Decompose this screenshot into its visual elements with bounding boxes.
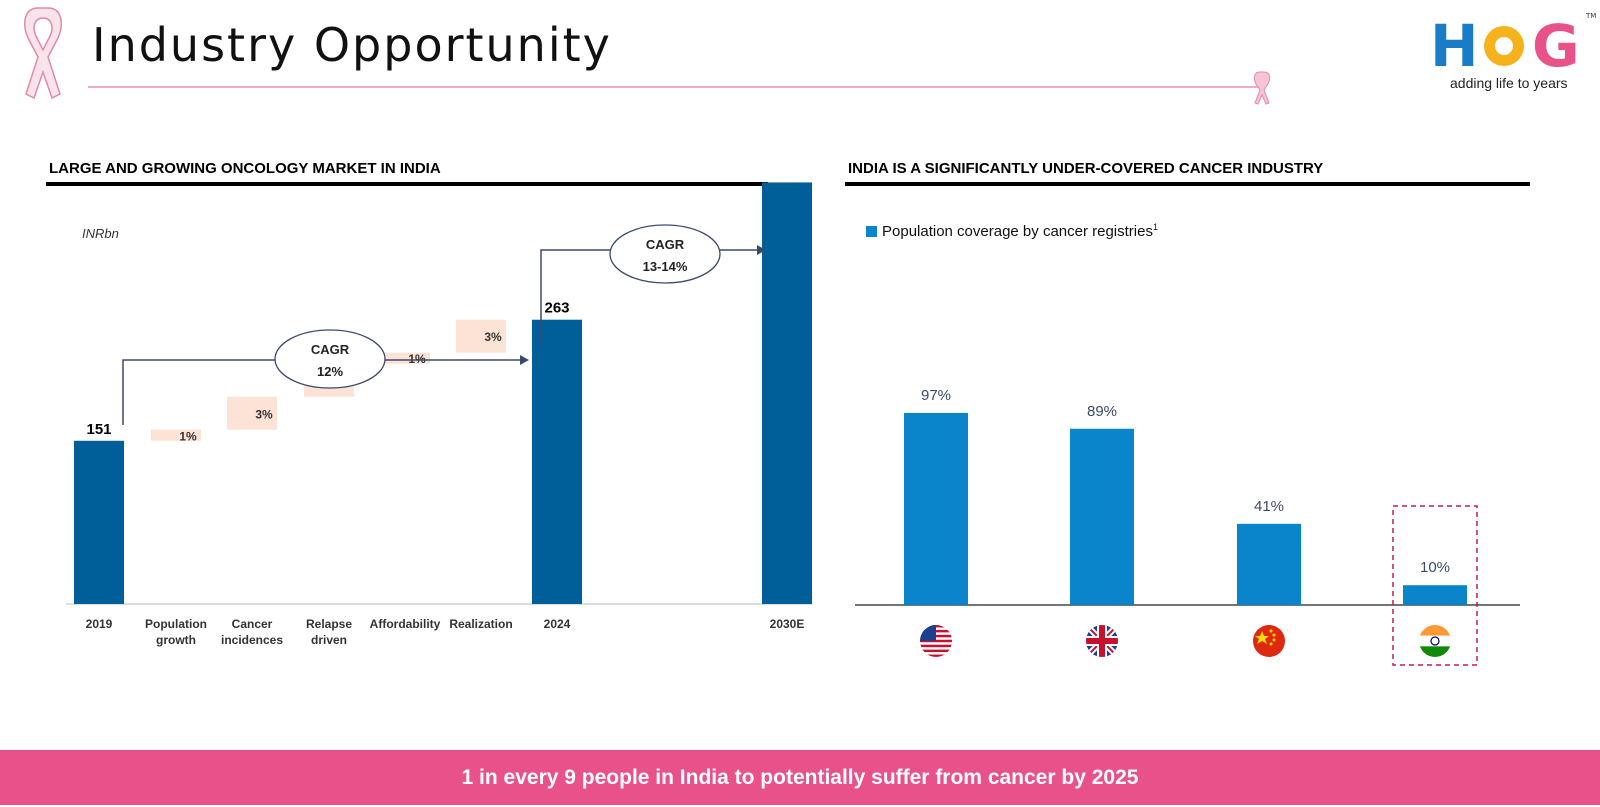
small-ribbon-icon bbox=[1253, 71, 1271, 105]
x-tick-label: 2030E bbox=[770, 617, 805, 631]
india-highlight-box bbox=[1392, 505, 1478, 666]
cagr-label: CAGR bbox=[311, 342, 350, 357]
unit-label: INRbn bbox=[82, 226, 119, 241]
step-value-label: 1% bbox=[408, 352, 426, 366]
title-divider bbox=[88, 86, 1258, 88]
step-bar bbox=[380, 352, 430, 364]
cagr-bubble bbox=[274, 329, 386, 389]
uk-flag-icon bbox=[1086, 625, 1118, 657]
india-flag-icon bbox=[1419, 625, 1451, 657]
cagr-arrowhead bbox=[757, 245, 766, 255]
left-section-heading: LARGE AND GROWING ONCOLOGY MARKET IN IND… bbox=[49, 160, 441, 177]
coverage-value-label: 97% bbox=[921, 387, 951, 404]
svg-text:H: H bbox=[1430, 12, 1479, 80]
x-tick-label: Population growth bbox=[145, 617, 207, 647]
coverage-bar bbox=[1237, 523, 1301, 605]
x-tick-label: Affordability bbox=[370, 617, 441, 631]
coverage-value-label: 89% bbox=[1087, 403, 1117, 420]
right-section-rule bbox=[845, 182, 1530, 186]
coverage-bar bbox=[1070, 428, 1134, 605]
coverage-value-label: 10% bbox=[1420, 559, 1450, 576]
logo-tagline: adding life to years bbox=[1450, 75, 1568, 91]
coverage-bar bbox=[904, 412, 968, 605]
cagr-value: 13-14% bbox=[643, 259, 688, 274]
svg-text:G: G bbox=[1532, 12, 1580, 80]
total-bar bbox=[532, 319, 582, 604]
cagr-label: CAGR bbox=[646, 237, 685, 252]
x-tick-label: Cancer incidences bbox=[221, 617, 283, 647]
left-section-rule bbox=[46, 182, 768, 186]
right-section-heading: INDIA IS A SIGNIFICANTLY UNDER-COVERED C… bbox=[848, 160, 1324, 177]
svg-text:TM: TM bbox=[1585, 12, 1596, 20]
cagr-bubble bbox=[609, 224, 721, 284]
step-bar bbox=[456, 319, 506, 353]
cagr-arrowhead bbox=[520, 355, 529, 365]
x-tick-label: Realization bbox=[449, 617, 512, 631]
x-tick-label: 2019 bbox=[86, 617, 113, 631]
legend-text: Population coverage by cancer registries bbox=[882, 223, 1153, 240]
step-value-label: 1% bbox=[179, 429, 197, 443]
ribbon-icon bbox=[24, 7, 62, 100]
china-flag-icon bbox=[1253, 625, 1285, 657]
legend-swatch bbox=[866, 226, 877, 237]
hcg-logo: H G TM bbox=[1430, 12, 1596, 80]
legend-footnote: 1 bbox=[1152, 222, 1158, 232]
step-bar bbox=[151, 429, 201, 441]
page-title: Industry Opportunity bbox=[92, 18, 612, 72]
step-value-label: 3% bbox=[484, 330, 502, 344]
coverage-bar bbox=[1403, 585, 1467, 605]
x-tick-label: 2024 bbox=[544, 617, 571, 631]
total-value-label: 263 bbox=[544, 300, 569, 317]
cagr-value: 12% bbox=[317, 364, 343, 379]
step-bar bbox=[227, 396, 277, 430]
footer-banner: 1 in every 9 people in India to potentia… bbox=[0, 750, 1600, 805]
coverage-value-label: 41% bbox=[1254, 498, 1284, 515]
total-bar bbox=[762, 182, 812, 604]
total-value-label: 151 bbox=[86, 421, 111, 438]
cagr-connector bbox=[122, 359, 522, 425]
x-tick-label: Relapse driven bbox=[306, 617, 352, 647]
usa-flag-icon bbox=[920, 625, 952, 657]
step-value-label: 3% bbox=[255, 407, 273, 421]
legend-label: Population coverage by cancer registries… bbox=[882, 222, 1158, 240]
total-bar bbox=[74, 440, 124, 604]
